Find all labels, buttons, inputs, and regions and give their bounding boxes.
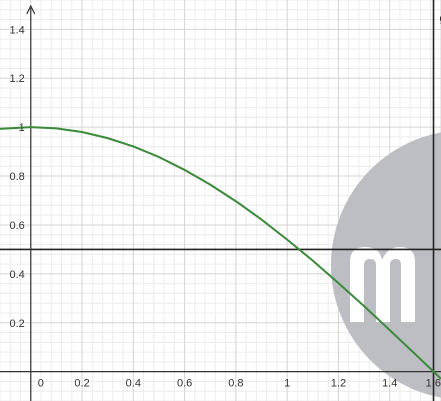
y-axis-arrow-icon — [26, 4, 36, 15]
x-tick-label: 1.6 — [426, 378, 441, 390]
x-tick-label: 0.2 — [74, 378, 89, 390]
x-tick-label: 0.4 — [126, 378, 141, 390]
y-tick-label: 1.4 — [9, 24, 24, 36]
x-tick-labels: 0 0.2 0.4 0.6 0.8 1 1.2 1.4 1.6 — [38, 378, 441, 390]
axes — [0, 4, 441, 401]
reference-line-label: g — [440, 11, 441, 25]
y-tick-labels: 0.2 0.4 0.6 0.8 1 1.2 1.4 — [9, 24, 24, 329]
reference-line-labels: g — [440, 11, 441, 25]
series-line — [0, 126, 441, 380]
y-tick-label: 0.6 — [9, 220, 24, 232]
y-tick-label: 0.8 — [9, 171, 24, 183]
watermark-letter-m — [350, 247, 415, 322]
watermark-logo — [331, 132, 441, 398]
y-tick-label: 1 — [19, 122, 25, 134]
x-tick-label: 1.2 — [331, 378, 346, 390]
y-tick-label: 1.2 — [9, 73, 24, 85]
series-layer — [0, 126, 441, 380]
x-tick-label: 0 — [38, 378, 44, 390]
x-tick-label: 1.4 — [382, 378, 397, 390]
x-tick-label: 0.6 — [177, 378, 192, 390]
x-tick-label: 1 — [284, 378, 290, 390]
x-tick-label: 0.8 — [228, 378, 243, 390]
y-tick-label: 0.2 — [9, 318, 24, 330]
y-tick-label: 0.4 — [9, 269, 24, 281]
